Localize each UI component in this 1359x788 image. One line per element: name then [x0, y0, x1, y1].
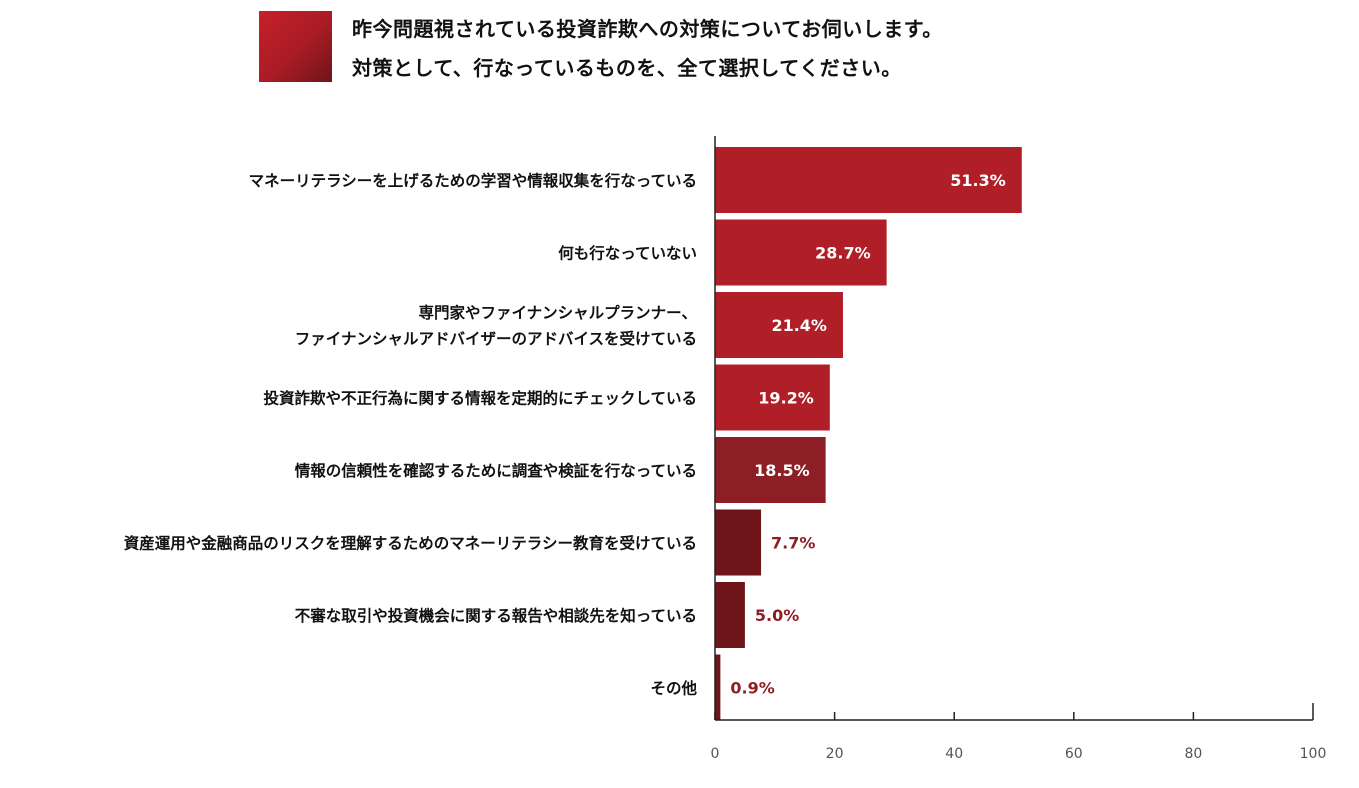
- x-tick-label-2: 40: [945, 746, 963, 762]
- bar-5: [715, 509, 762, 576]
- value-label-7: 0.9%: [730, 679, 774, 698]
- bar-0: [715, 147, 1022, 213]
- value-label-4: 18.5%: [754, 461, 810, 480]
- category-label-7: その他: [650, 679, 697, 698]
- x-tick-label-1: 20: [826, 746, 844, 762]
- x-tick-label-4: 80: [1184, 746, 1202, 762]
- bar-1: [715, 219, 887, 286]
- category-label-0: マネーリテラシーを上げるための学習や情報収集を行なっている: [249, 171, 697, 190]
- header-color-swatch: [259, 11, 332, 82]
- category-label-6: 不審な取引や投資機会に関する報告や相談先を知っている: [295, 606, 697, 625]
- bar-3: [715, 364, 830, 431]
- bar-2: [715, 292, 843, 358]
- value-label-5: 7.7%: [771, 534, 815, 553]
- x-tick-label-0: 0: [711, 746, 720, 762]
- category-label-1: 何も行なっていない: [558, 244, 697, 263]
- category-label-3: 投資詐欺や不正行為に関する情報を定期的にチェックしている: [263, 389, 697, 408]
- question-line-1: 昨今問題視されている投資詐欺への対策についてお伺いします。: [352, 17, 943, 41]
- value-label-6: 5.0%: [755, 606, 799, 625]
- value-label-0: 51.3%: [950, 171, 1006, 190]
- x-tick-label-5: 100: [1300, 746, 1327, 762]
- question-line-2: 対策として、行なっているものを、全て選択してください。: [352, 56, 902, 80]
- category-label-2-line-0: 専門家やファイナンシャルプランナー、: [418, 303, 697, 322]
- value-label-2: 21.4%: [771, 316, 827, 335]
- bar-7: [715, 654, 721, 721]
- value-label-1: 28.7%: [815, 244, 871, 263]
- bar-6: [715, 582, 745, 648]
- bar-4: [715, 437, 826, 503]
- x-tick-label-3: 60: [1065, 746, 1083, 762]
- value-label-3: 19.2%: [758, 389, 814, 408]
- category-label-2-line-1: ファイナンシャルアドバイザーのアドバイスを受けている: [295, 329, 697, 348]
- category-label-4: 情報の信頼性を確認するために調査や検証を行なっている: [295, 461, 697, 480]
- category-label-5: 資産運用や金融商品のリスクを理解するためのマネーリテラシー教育を受けている: [124, 534, 697, 553]
